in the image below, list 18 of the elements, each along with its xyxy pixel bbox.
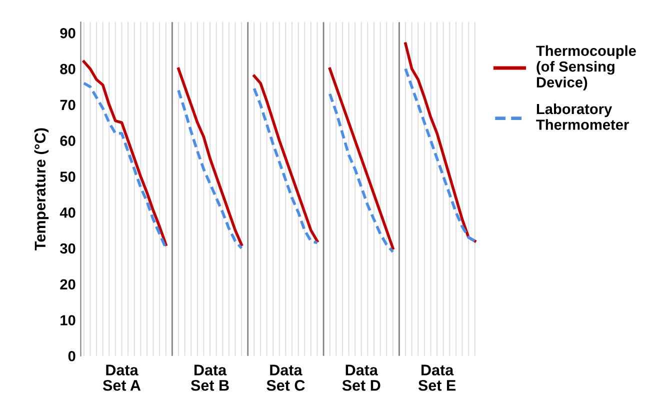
y-tick-label: 30	[60, 243, 76, 254]
x-tick-label: Data Set A	[102, 364, 141, 391]
y-tick-label: 40	[60, 207, 76, 218]
x-tick-label: Data Set E	[418, 364, 456, 391]
y-tick-label: 20	[60, 279, 76, 290]
legend-label: Laboratory Thermometer	[536, 103, 629, 130]
y-tick-label: 10	[60, 315, 76, 326]
y-tick-label: 70	[60, 100, 76, 110]
y-tick-label: 0	[68, 350, 76, 362]
x-tick-label: Data Set C	[266, 364, 305, 391]
x-tick-label: Data Set B	[190, 364, 229, 391]
x-tick-label: Data Set D	[342, 364, 380, 391]
legend-label: Thermocouple (of Sensing Device)	[536, 45, 636, 90]
y-axis-title: Temperature (°C)	[34, 128, 49, 250]
y-tick-label: 90	[60, 28, 76, 38]
y-tick-label: 50	[60, 172, 76, 182]
y-tick-label: 80	[60, 64, 76, 74]
y-tick-label: 60	[60, 136, 76, 146]
